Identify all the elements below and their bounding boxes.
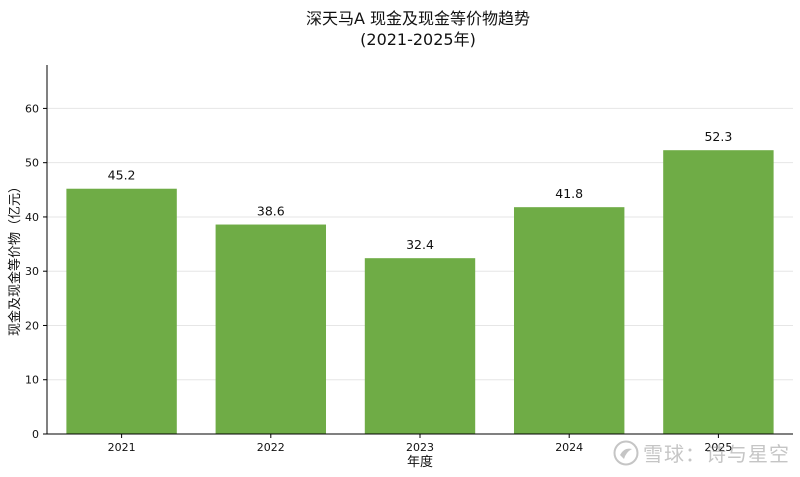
x-tick-label: 2022 [257,441,285,454]
y-tick-label: 10 [25,374,39,387]
y-tick-label: 0 [32,428,39,441]
chart-subtitle: (2021-2025年) [360,30,476,49]
y-axis-label: 现金及现金等价物（亿元） [7,180,23,336]
data-labels: 45.2 38.6 32.4 41.8 52.3 [108,129,733,252]
data-label: 45.2 [108,168,136,183]
bar [513,207,625,434]
snowball-logo-icon [613,440,639,465]
watermark: 雪球：诗与星空 [613,438,790,467]
y-tick-label: 30 [25,265,39,278]
watermark-text: 雪球：诗与星空 [643,442,790,466]
bars [66,150,774,434]
chart-title: 深天马A 现金及现金等价物趋势 [306,9,530,28]
data-label: 41.8 [555,186,583,201]
y-tick-label: 60 [25,102,39,115]
x-axis-label: 年度 [407,454,433,470]
data-label: 52.3 [704,129,732,144]
y-tick-label: 40 [25,211,39,224]
y-tick-label: 20 [25,319,39,332]
x-tick-label: 2025 [704,441,732,454]
x-tick-label: 2024 [555,441,583,454]
y-axis-ticks: 0 10 20 30 40 50 60 [25,102,47,441]
bar [364,258,476,434]
x-tick-label: 2021 [108,441,136,454]
bar [66,188,177,434]
data-label: 38.6 [257,204,285,219]
bar [663,150,774,434]
x-tick-label: 2023 [406,441,434,454]
y-tick-label: 50 [25,157,39,170]
data-label: 32.4 [406,237,434,252]
bar [215,224,327,434]
x-axis-ticks: 2021 2022 2023 2024 2025 [108,434,732,454]
